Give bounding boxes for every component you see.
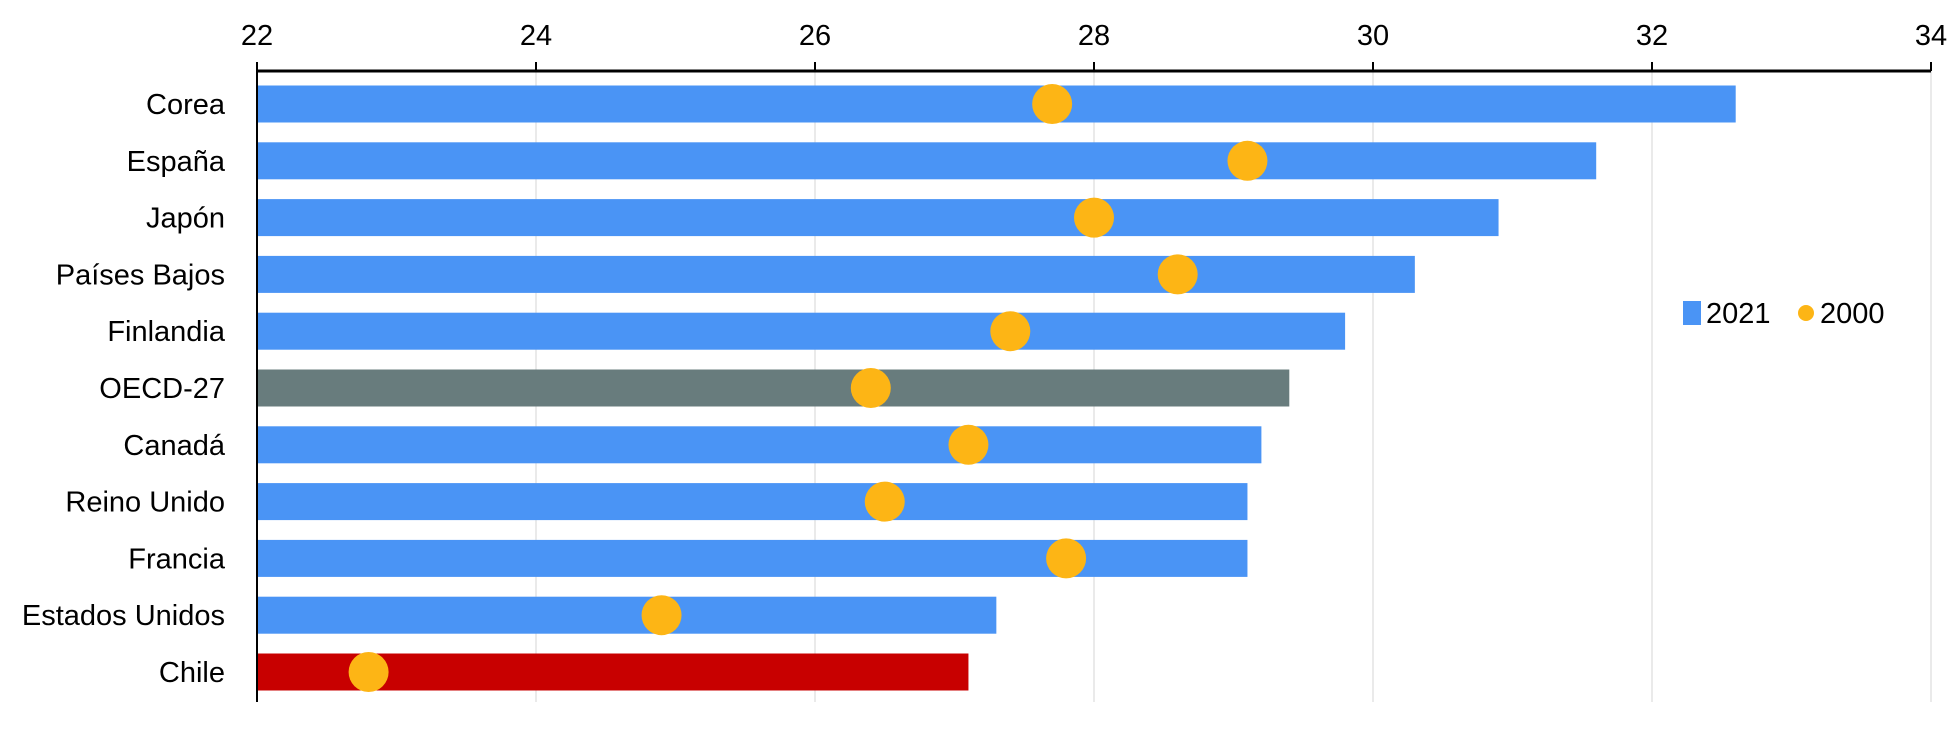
dot-2000 [1032,84,1073,124]
bar-2021 [258,369,1290,407]
x-tick-label: 26 [799,20,831,52]
bar-2021 [258,255,1415,293]
category-label: España [127,146,226,178]
category-label: Reino Unido [65,487,225,519]
category-label: Estados Unidos [22,600,225,632]
x-tick-label: 24 [520,20,552,52]
legend-label: 2021 [1706,298,1771,330]
legend-swatch-2021 [1683,301,1701,325]
dot-2000 [1157,254,1198,295]
dot-2000 [641,595,682,636]
category-label: Países Bajos [56,259,225,291]
bar-2021 [258,596,997,634]
x-tick-label: 30 [1357,20,1389,52]
dot-2000 [864,481,905,522]
category-label: Corea [146,89,226,121]
dot-2000 [1046,538,1087,579]
bar-2021 [258,85,1736,123]
bar-2021 [258,142,1597,180]
category-label: Chile [159,657,225,689]
x-tick-label: 32 [1636,20,1668,52]
dot-2000 [948,424,989,465]
dot-2000 [1227,140,1268,181]
category-label: Japón [146,203,225,235]
x-tick-label: 22 [241,20,273,52]
bar-2021 [258,426,1262,464]
dot-2000 [348,652,389,692]
legend-label: 2000 [1820,298,1885,330]
bar-2021 [258,312,1346,350]
bar-2021 [258,539,1248,577]
category-label: Francia [128,543,226,575]
category-label: Canadá [123,430,225,462]
dot-2000 [850,368,891,408]
x-tick-label: 34 [1915,20,1947,52]
dot-2000 [990,311,1031,352]
category-label: Finlandia [107,316,226,348]
x-tick-label: 28 [1078,20,1110,52]
bar-2021 [258,199,1499,237]
dot-2000 [1074,197,1114,238]
bar-2021 [258,483,1248,521]
category-label: OECD-27 [99,373,225,405]
legend-swatch-2000 [1798,305,1814,321]
